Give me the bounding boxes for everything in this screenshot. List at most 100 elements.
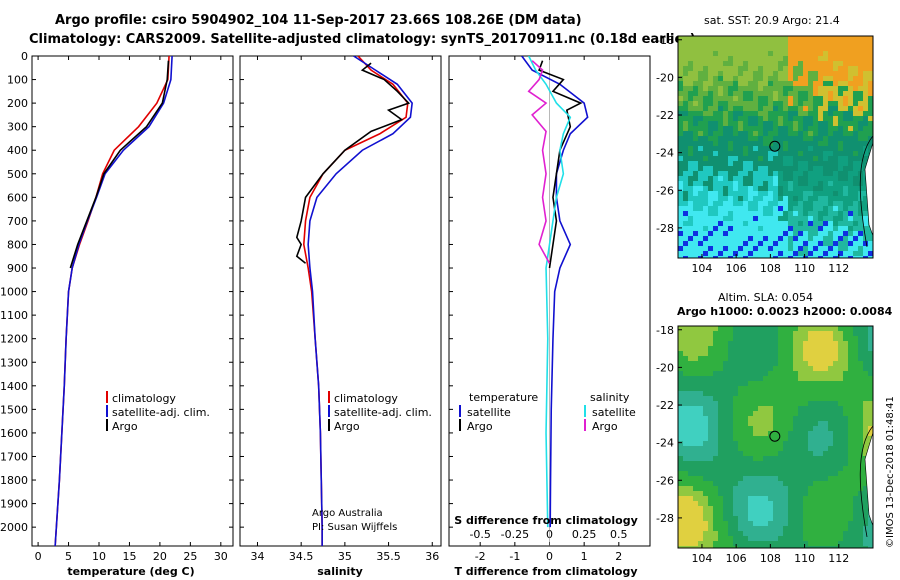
map-cell xyxy=(688,161,693,166)
map-cell xyxy=(813,161,818,166)
lat-tick-label: -20 xyxy=(656,71,674,84)
map-cell xyxy=(848,176,853,181)
map-cell xyxy=(678,196,683,201)
map-cell xyxy=(788,486,793,491)
map-cell xyxy=(803,421,808,426)
map-cell xyxy=(728,446,733,451)
map-cell xyxy=(798,256,803,258)
map-cell xyxy=(758,166,763,171)
map-cell xyxy=(688,221,693,226)
map-cell xyxy=(733,426,738,431)
map-cell xyxy=(678,71,683,76)
map-cell xyxy=(753,331,758,336)
map-cell xyxy=(788,36,793,41)
map-cell xyxy=(783,341,788,346)
map-cell xyxy=(843,441,848,446)
map-cell xyxy=(763,91,768,96)
map-cell xyxy=(843,501,848,506)
map-cell xyxy=(813,481,818,486)
map-cell xyxy=(748,251,753,256)
map-cell xyxy=(748,216,753,221)
map-cell xyxy=(773,436,778,441)
map-cell xyxy=(818,531,823,536)
map-cell xyxy=(768,406,773,411)
map-cell xyxy=(848,146,853,151)
map-cell xyxy=(858,496,863,501)
map-cell xyxy=(798,116,803,121)
map-cell xyxy=(808,166,813,171)
map-cell xyxy=(753,251,758,256)
map-cell xyxy=(798,366,803,371)
map-cell xyxy=(738,536,743,541)
map-cell xyxy=(858,436,863,441)
map-cell xyxy=(698,516,703,521)
map-cell xyxy=(813,461,818,466)
map-cell xyxy=(823,96,828,101)
map-cell xyxy=(738,171,743,176)
map-cell xyxy=(818,376,823,381)
map-cell xyxy=(853,156,858,161)
map-cell xyxy=(853,176,858,181)
map-cell xyxy=(758,391,763,396)
map-cell xyxy=(758,461,763,466)
map-cell xyxy=(703,486,708,491)
map-cell xyxy=(848,481,853,486)
map-cell xyxy=(733,241,738,246)
map-cell xyxy=(858,221,863,226)
map-cell xyxy=(738,146,743,151)
map-cell xyxy=(678,66,683,71)
map-cell xyxy=(808,361,813,366)
map-cell xyxy=(818,156,823,161)
map-cell xyxy=(763,336,768,341)
map-cell xyxy=(723,186,728,191)
map-cell xyxy=(688,366,693,371)
map-cell xyxy=(823,541,828,546)
map-cell xyxy=(863,81,868,86)
map-cell xyxy=(793,521,798,526)
map-cell xyxy=(848,71,853,76)
map-cell xyxy=(693,536,698,541)
map-cell xyxy=(743,216,748,221)
map-cell xyxy=(688,81,693,86)
map-cell xyxy=(778,381,783,386)
map-cell xyxy=(763,356,768,361)
map-cell xyxy=(738,426,743,431)
map-cell xyxy=(813,196,818,201)
map-cell xyxy=(768,166,773,171)
map-cell xyxy=(783,166,788,171)
map-cell xyxy=(718,331,723,336)
map-cell xyxy=(773,46,778,51)
map-cell xyxy=(763,466,768,471)
map-cell xyxy=(798,431,803,436)
map-cell xyxy=(758,81,763,86)
map-cell xyxy=(788,516,793,521)
map-cell xyxy=(728,356,733,361)
map-cell xyxy=(823,151,828,156)
map-cell xyxy=(753,176,758,181)
map-cell xyxy=(788,56,793,61)
map-cell xyxy=(748,536,753,541)
map-cell xyxy=(848,121,853,126)
map-cell xyxy=(728,231,733,236)
map-cell xyxy=(778,186,783,191)
map-cell xyxy=(833,451,838,456)
map-cell xyxy=(713,146,718,151)
map-cell xyxy=(688,246,693,251)
map-cell xyxy=(728,436,733,441)
map-cell xyxy=(703,51,708,56)
map-cell xyxy=(758,501,763,506)
map-cell xyxy=(848,331,853,336)
map-cell xyxy=(693,341,698,346)
map-cell xyxy=(843,401,848,406)
map-cell xyxy=(763,456,768,461)
map-cell xyxy=(798,336,803,341)
map-cell xyxy=(868,76,873,81)
map-cell xyxy=(683,131,688,136)
map-cell xyxy=(763,531,768,536)
map-cell xyxy=(698,146,703,151)
map-cell xyxy=(863,396,868,401)
map-cell xyxy=(703,81,708,86)
map-cell xyxy=(853,141,858,146)
map-cell xyxy=(703,416,708,421)
map-cell xyxy=(803,346,808,351)
